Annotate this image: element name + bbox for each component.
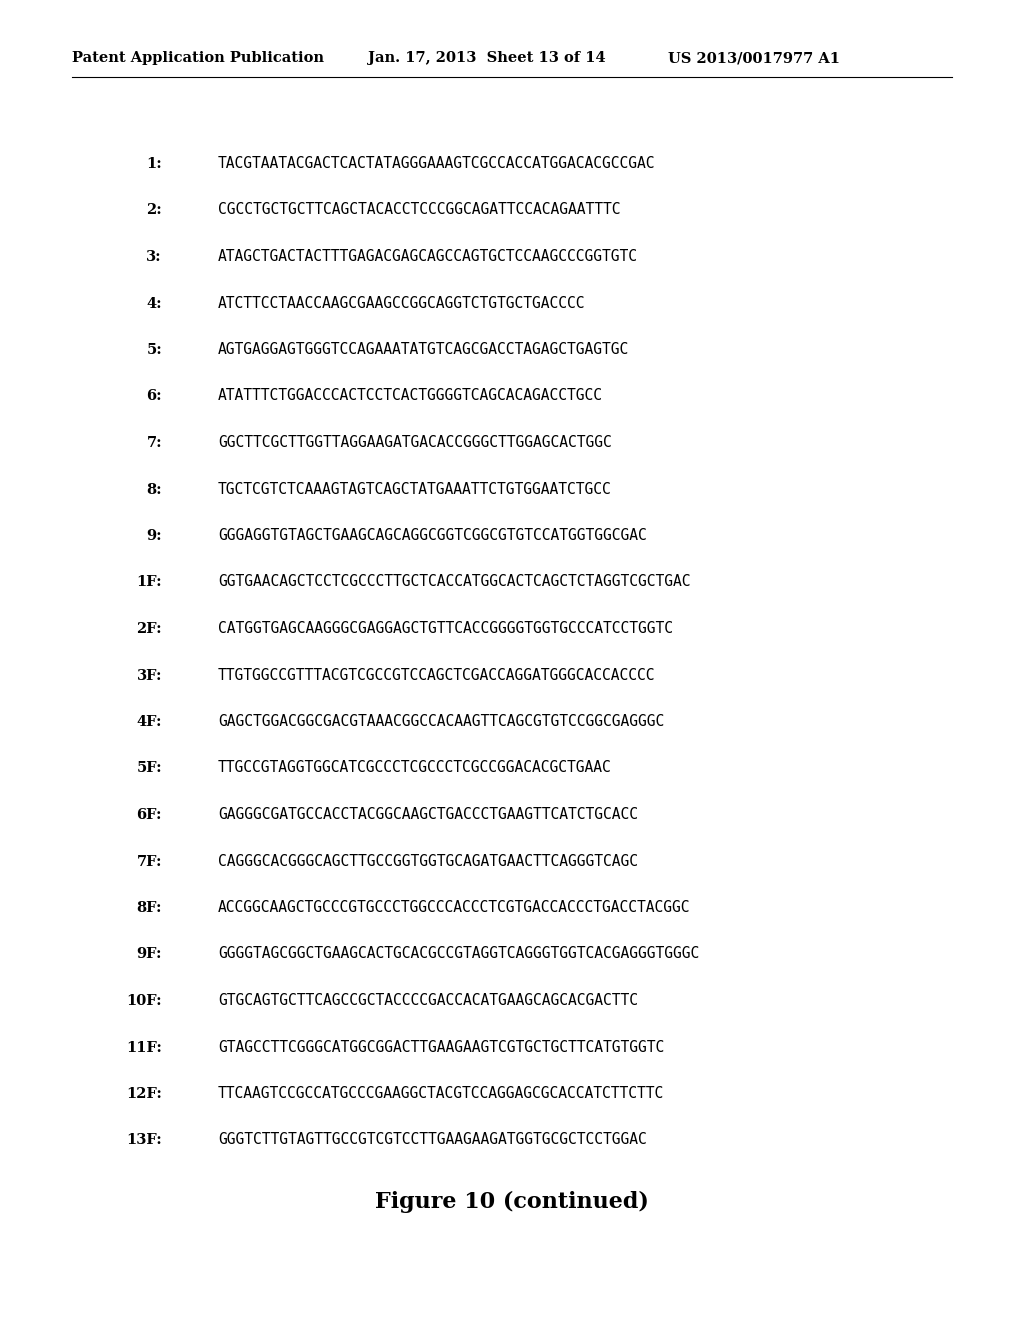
Text: 1:: 1: xyxy=(146,157,162,172)
Text: GAGGGCGATGCCACCTACGGCAAGCTGACCCTGAAGTTCATCTGCACC: GAGGGCGATGCCACCTACGGCAAGCTGACCCTGAAGTTCA… xyxy=(218,807,638,822)
Text: CATGGTGAGCAAGGGCGAGGAGCTGTTCACCGGGGTGGTGCCCATCCTGGTC: CATGGTGAGCAAGGGCGAGGAGCTGTTCACCGGGGTGGTG… xyxy=(218,620,673,636)
Text: 7:: 7: xyxy=(146,436,162,450)
Text: GTAGCCTTCGGGCATGGCGGACTTGAAGAAGTCGTGCTGCTTCATGTGGTC: GTAGCCTTCGGGCATGGCGGACTTGAAGAAGTCGTGCTGC… xyxy=(218,1040,665,1055)
Text: 12F:: 12F: xyxy=(126,1086,162,1101)
Text: 3F:: 3F: xyxy=(136,668,162,682)
Text: 9F:: 9F: xyxy=(136,948,162,961)
Text: TTGCCGTAGGTGGCATCGCCCTCGCCCTCGCCGGACACGCTGAAC: TTGCCGTAGGTGGCATCGCCCTCGCCCTCGCCGGACACGC… xyxy=(218,760,611,776)
Text: ATAGCTGACTACTTTGAGACGAGCAGCCAGTGCTCCAAGCCCGGTGTC: ATAGCTGACTACTTTGAGACGAGCAGCCAGTGCTCCAAGC… xyxy=(218,249,638,264)
Text: 6F:: 6F: xyxy=(136,808,162,822)
Text: AGTGAGGAGTGGGTCCAGAAATATGTCAGCGACCTAGAGCTGAGTGC: AGTGAGGAGTGGGTCCAGAAATATGTCAGCGACCTAGAGC… xyxy=(218,342,630,356)
Text: ACCGGCAAGCTGCCCGTGCCCTGGCCCACCCTCGTGACCACCCTGACCTACGGC: ACCGGCAAGCTGCCCGTGCCCTGGCCCACCCTCGTGACCA… xyxy=(218,900,690,915)
Text: 10F:: 10F: xyxy=(126,994,162,1008)
Text: GGCTTCGCTTGGTTAGGAAGATGACACCGGGCTTGGAGCACTGGC: GGCTTCGCTTGGTTAGGAAGATGACACCGGGCTTGGAGCA… xyxy=(218,436,611,450)
Text: GGGGTAGCGGCTGAAGCACTGCACGCCGTAGGTCAGGGTGGTCACGAGGGTGGGC: GGGGTAGCGGCTGAAGCACTGCACGCCGTAGGTCAGGGTG… xyxy=(218,946,699,961)
Text: 3:: 3: xyxy=(146,249,162,264)
Text: GGGTCTTGTAGTTGCCGTCGTCCTTGAAGAAGATGGTGCGCTCCTGGAC: GGGTCTTGTAGTTGCCGTCGTCCTTGAAGAAGATGGTGCG… xyxy=(218,1133,647,1147)
Text: TTGTGGCCGTTTACGTCGCCGTCCAGCTCGACCAGGATGGGCACCACCCC: TTGTGGCCGTTTACGTCGCCGTCCAGCTCGACCAGGATGG… xyxy=(218,668,655,682)
Text: CAGGGCACGGGCAGCTTGCCGGTGGTGCAGATGAACTTCAGGGTCAGC: CAGGGCACGGGCAGCTTGCCGGTGGTGCAGATGAACTTCA… xyxy=(218,854,638,869)
Text: Jan. 17, 2013  Sheet 13 of 14: Jan. 17, 2013 Sheet 13 of 14 xyxy=(368,51,605,65)
Text: 4:: 4: xyxy=(146,297,162,310)
Text: TTCAAGTCCGCCATGCCCGAAGGCTACGTCCAGGAGCGCACCATCTTCTTC: TTCAAGTCCGCCATGCCCGAAGGCTACGTCCAGGAGCGCA… xyxy=(218,1086,665,1101)
Text: 8:: 8: xyxy=(146,483,162,496)
Text: 2:: 2: xyxy=(146,203,162,218)
Text: 1F:: 1F: xyxy=(136,576,162,590)
Text: CGCCTGCTGCTTCAGCTACACCTCCCGGCAGATTCCACAGAATTTC: CGCCTGCTGCTTCAGCTACACCTCCCGGCAGATTCCACAG… xyxy=(218,202,621,218)
Text: 8F:: 8F: xyxy=(136,902,162,915)
Text: GGGAGGTGTAGCTGAAGCAGCAGGCGGTCGGCGTGTCCATGGTGGCGAC: GGGAGGTGTAGCTGAAGCAGCAGGCGGTCGGCGTGTCCAT… xyxy=(218,528,647,543)
Text: TACGTAATACGACTCACTATAGGGAAAGTCGCCACCATGGACACGCCGAC: TACGTAATACGACTCACTATAGGGAAAGTCGCCACCATGG… xyxy=(218,156,655,172)
Text: ATCTTCCTAACCAAGCGAAGCCGGCAGGTCTGTGCTGACCCC: ATCTTCCTAACCAAGCGAAGCCGGCAGGTCTGTGCTGACC… xyxy=(218,296,586,310)
Text: GTGCAGTGCTTCAGCCGCTACCCCGACCACATGAAGCAGCACGACTTC: GTGCAGTGCTTCAGCCGCTACCCCGACCACATGAAGCAGC… xyxy=(218,993,638,1008)
Text: GAGCTGGACGGCGACGTAAACGGCCACAAGTTCAGCGTGTCCGGCGAGGGC: GAGCTGGACGGCGACGTAAACGGCCACAAGTTCAGCGTGT… xyxy=(218,714,665,729)
Text: 13F:: 13F: xyxy=(126,1134,162,1147)
Text: US 2013/0017977 A1: US 2013/0017977 A1 xyxy=(668,51,840,65)
Text: Patent Application Publication: Patent Application Publication xyxy=(72,51,324,65)
Text: 11F:: 11F: xyxy=(126,1040,162,1055)
Text: ATATTTCTGGACCCACTCCTCACTGGGGTCAGCACAGACCTGCC: ATATTTCTGGACCCACTCCTCACTGGGGTCAGCACAGACC… xyxy=(218,388,603,404)
Text: 9:: 9: xyxy=(146,529,162,543)
Text: 2F:: 2F: xyxy=(136,622,162,636)
Text: 5F:: 5F: xyxy=(136,762,162,776)
Text: 7F:: 7F: xyxy=(136,854,162,869)
Text: GGTGAACAGCTCCTCGCCCTTGCTCACCATGGCACTCAGCTCTAGGTCGCTGAC: GGTGAACAGCTCCTCGCCCTTGCTCACCATGGCACTCAGC… xyxy=(218,574,690,590)
Text: TGCTCGTCTCAAAGTAGTCAGCTATGAAATTCTGTGGAATCTGCC: TGCTCGTCTCAAAGTAGTCAGCTATGAAATTCTGTGGAAT… xyxy=(218,482,611,496)
Text: Figure 10 (continued): Figure 10 (continued) xyxy=(375,1191,649,1213)
Text: 6:: 6: xyxy=(146,389,162,404)
Text: 5:: 5: xyxy=(146,343,162,356)
Text: 4F:: 4F: xyxy=(136,715,162,729)
